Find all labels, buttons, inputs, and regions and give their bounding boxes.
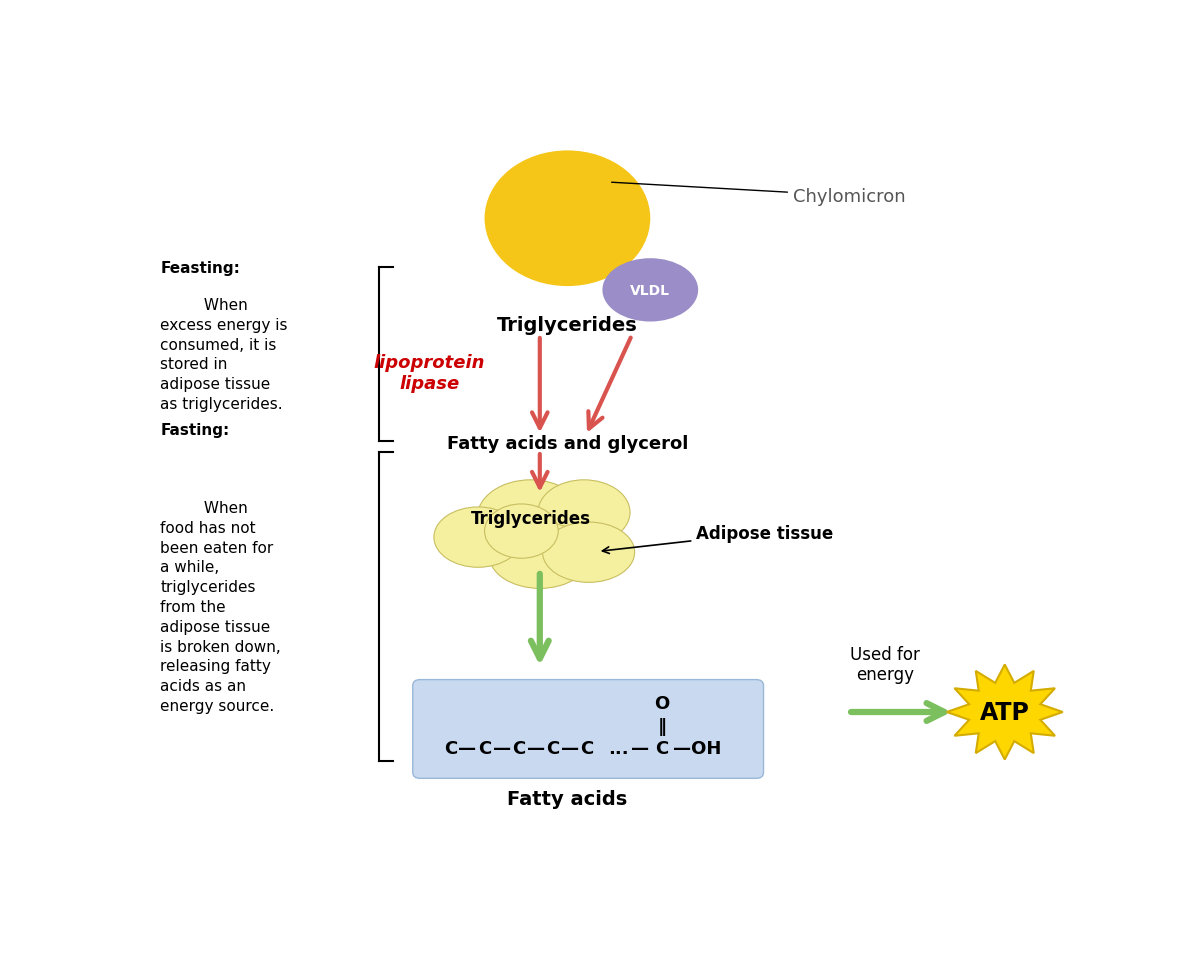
Text: Fatty acids and glycerol: Fatty acids and glycerol xyxy=(447,434,688,453)
Text: —: — xyxy=(493,739,511,757)
FancyBboxPatch shape xyxy=(412,680,764,778)
Text: Triglycerides: Triglycerides xyxy=(497,316,638,334)
Ellipse shape xyxy=(602,259,699,322)
Text: C: C xyxy=(546,739,560,757)
Text: —OH: —OH xyxy=(672,739,721,757)
Text: —: — xyxy=(561,739,579,757)
Text: VLDL: VLDL xyxy=(631,284,670,297)
Text: O: O xyxy=(655,694,670,712)
Text: C: C xyxy=(580,739,593,757)
Text: C: C xyxy=(512,739,525,757)
Text: Adipose tissue: Adipose tissue xyxy=(602,524,834,554)
Text: —: — xyxy=(459,739,476,757)
Text: C: C xyxy=(478,739,491,757)
Text: Chylomicron: Chylomicron xyxy=(612,183,905,205)
Ellipse shape xyxy=(489,522,590,589)
Text: —: — xyxy=(631,739,649,757)
Ellipse shape xyxy=(543,522,634,583)
Ellipse shape xyxy=(478,480,584,556)
Text: ...: ... xyxy=(608,739,628,757)
Text: C: C xyxy=(444,739,457,757)
Text: ‖: ‖ xyxy=(658,718,666,735)
Ellipse shape xyxy=(485,505,558,558)
Text: Triglycerides: Triglycerides xyxy=(470,510,590,528)
Text: ATP: ATP xyxy=(980,700,1030,725)
Text: Feasting:: Feasting: xyxy=(160,260,240,276)
Text: Fatty acids: Fatty acids xyxy=(507,789,627,809)
Text: lipoprotein
lipase: lipoprotein lipase xyxy=(373,354,485,393)
Text: When
excess energy is
consumed, it is
stored in
adipose tissue
as triglycerides.: When excess energy is consumed, it is st… xyxy=(160,297,287,412)
Polygon shape xyxy=(947,665,1063,760)
Text: Fasting:: Fasting: xyxy=(160,422,229,437)
Ellipse shape xyxy=(538,480,630,545)
Text: —: — xyxy=(526,739,545,757)
Text: Used for
energy: Used for energy xyxy=(851,645,920,684)
Text: C: C xyxy=(656,739,669,757)
Ellipse shape xyxy=(434,508,523,567)
Circle shape xyxy=(485,152,650,287)
Text: When
food has not
been eaten for
a while,
triglycerides
from the
adipose tissue
: When food has not been eaten for a while… xyxy=(160,501,282,713)
